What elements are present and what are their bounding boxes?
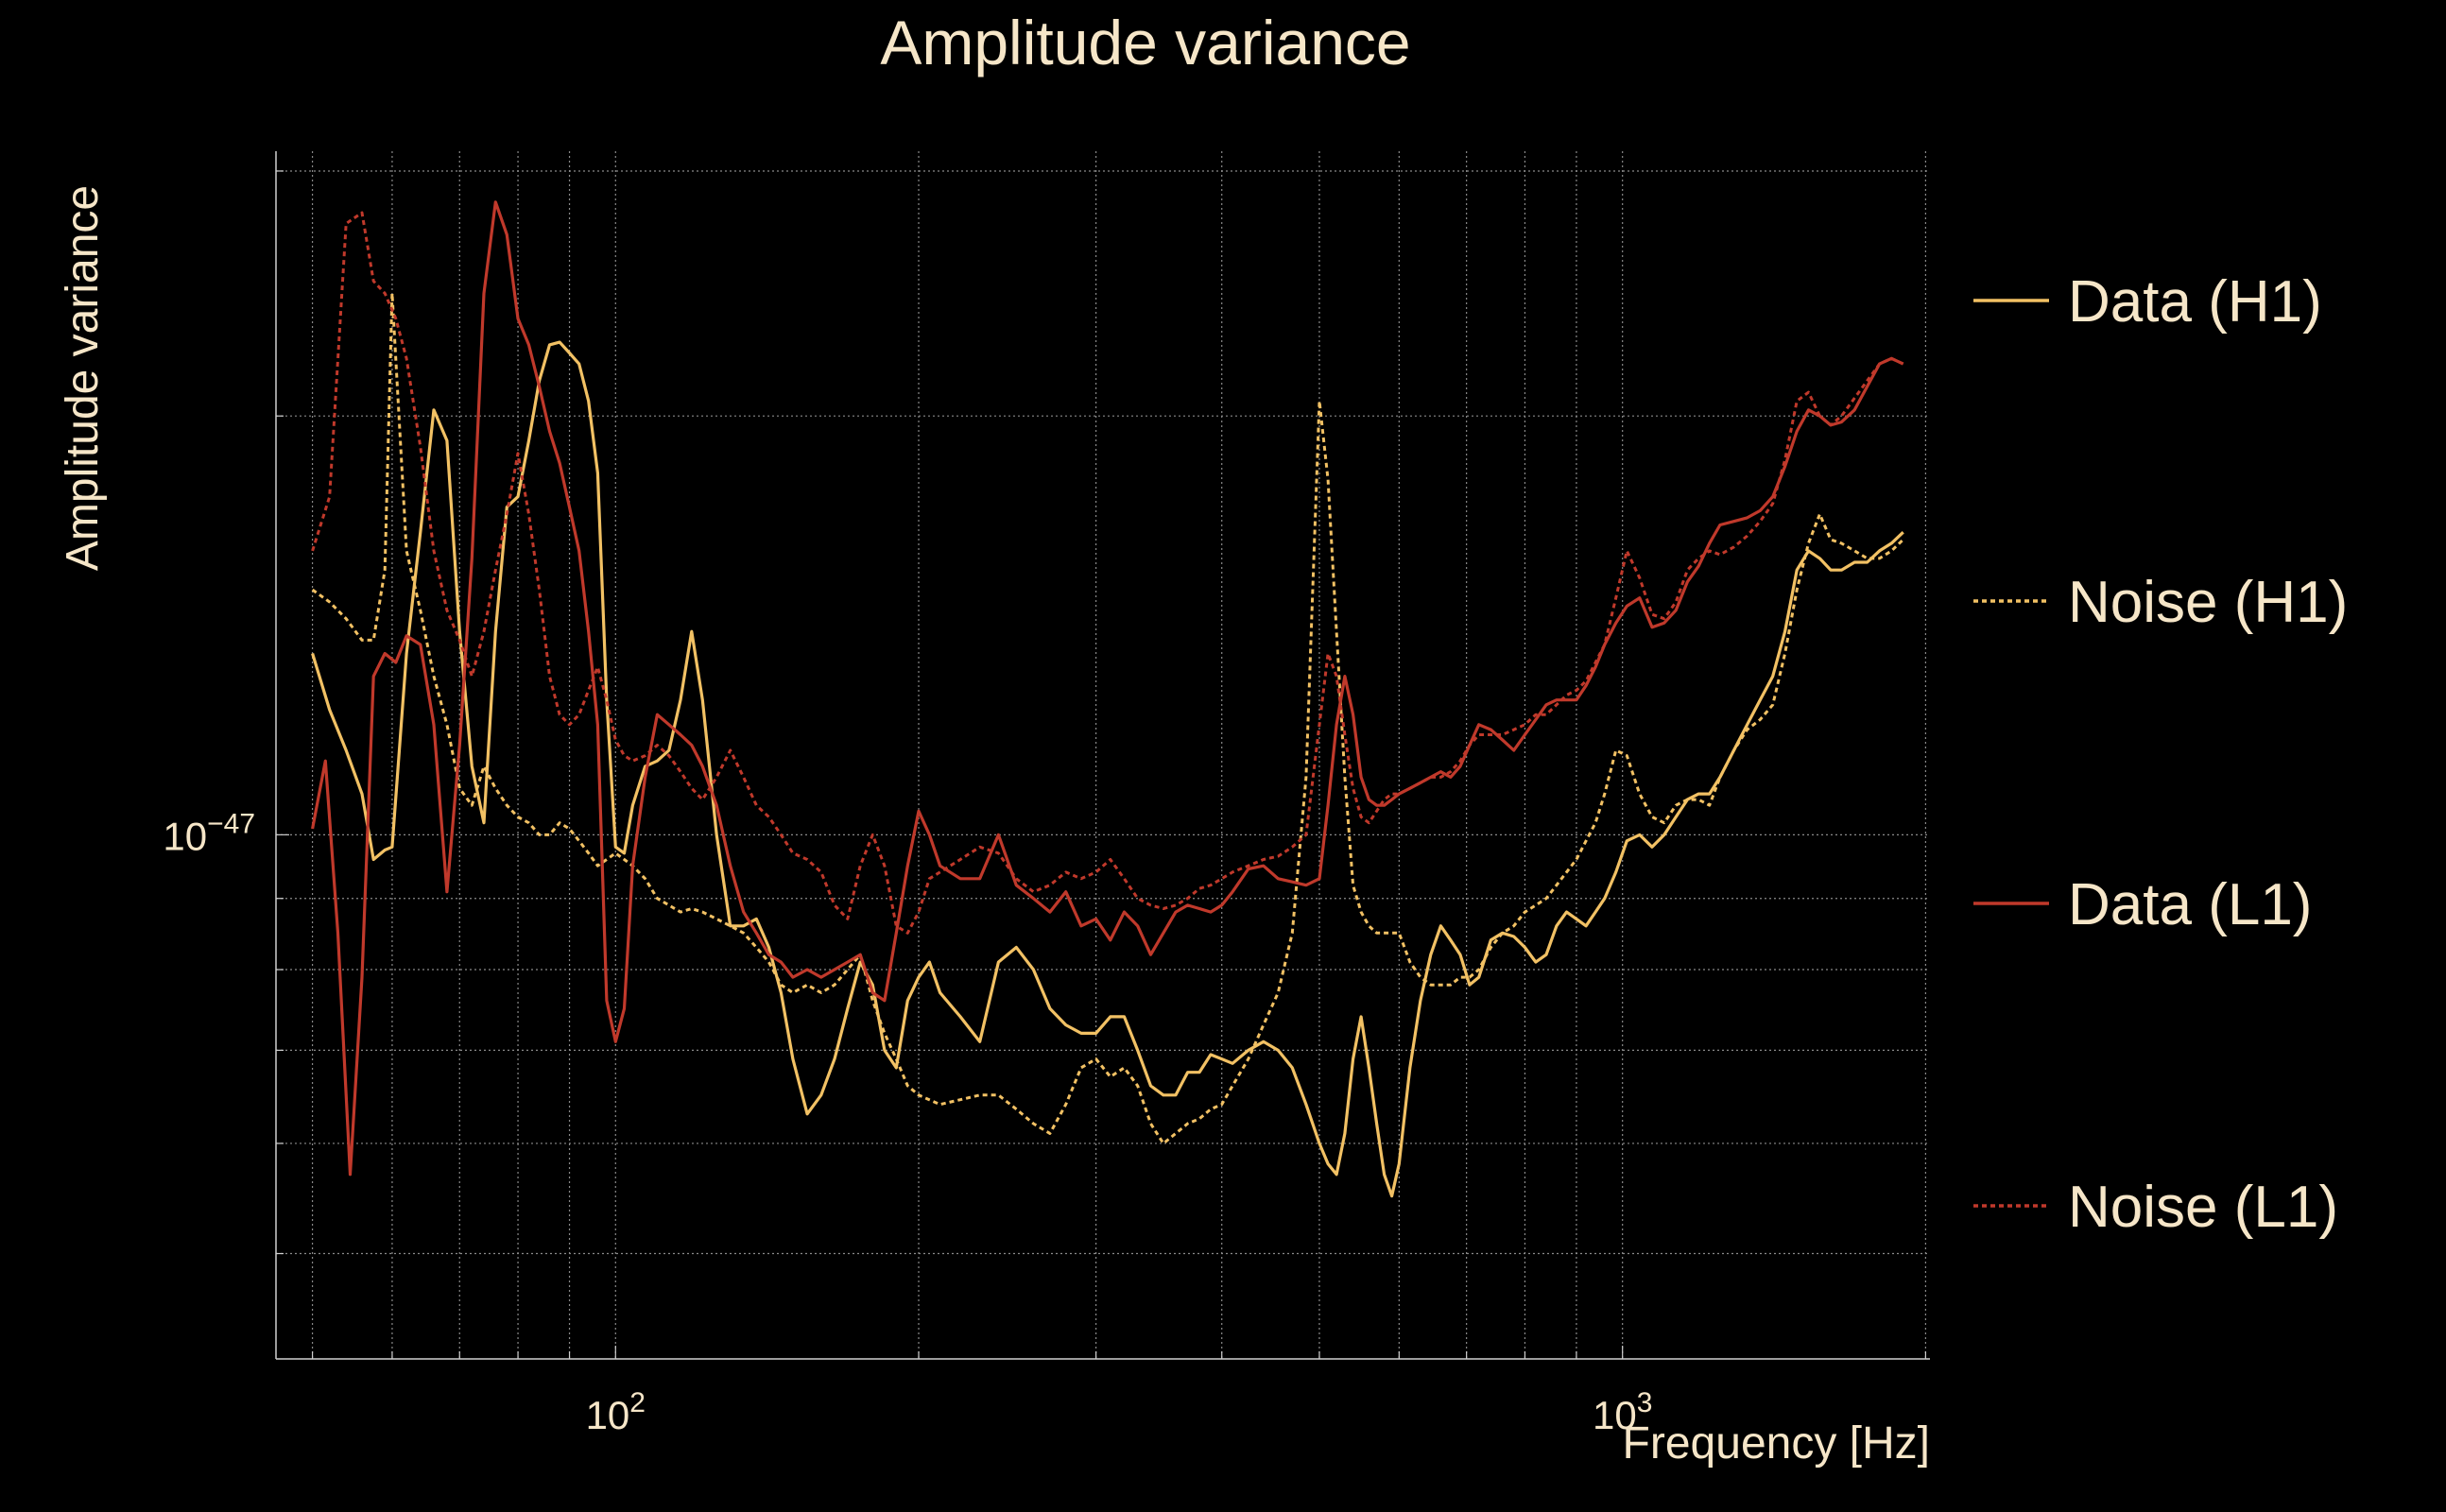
- series-line-data-l1: [311, 200, 1904, 1177]
- legend-label: Data (L1): [2068, 872, 2312, 937]
- series-line-noise-h1: [311, 291, 1904, 1145]
- legend: Data (H1) Noise (H1) Data (L1) Noise (L1): [1973, 269, 2348, 1240]
- legend-label: Data (H1): [2068, 269, 2322, 335]
- x-tick-label: 103: [1593, 1387, 1652, 1437]
- x-tick-label: 102: [586, 1387, 646, 1437]
- y-tick-label: 10−47: [163, 808, 255, 858]
- axes: [275, 151, 1930, 1360]
- series-line-data-h1: [311, 340, 1904, 1198]
- series-line-noise-l1: [311, 211, 1904, 935]
- legend-label: Noise (L1): [2068, 1175, 2338, 1240]
- tick-labels: 102 103 10−47: [163, 808, 1652, 1437]
- series-group: [311, 200, 1904, 1198]
- grid: [276, 151, 1930, 1359]
- x-axis-label: Frequency [Hz]: [1623, 1418, 1930, 1469]
- chart-title: Amplitude variance: [880, 8, 1410, 77]
- legend-label: Noise (H1): [2068, 570, 2348, 635]
- y-axis-label: Amplitude variance: [58, 185, 108, 571]
